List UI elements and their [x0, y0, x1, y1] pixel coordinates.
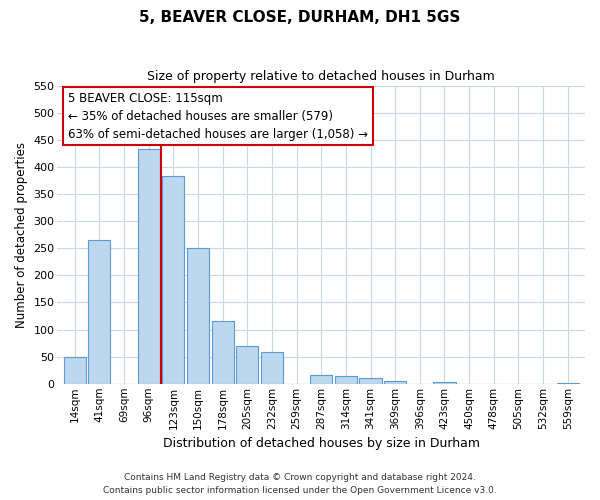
- Bar: [384, 380, 406, 384]
- Bar: [137, 149, 160, 384]
- Bar: [162, 176, 184, 384]
- Bar: [187, 248, 209, 384]
- Title: Size of property relative to detached houses in Durham: Size of property relative to detached ho…: [148, 70, 495, 83]
- Bar: [261, 352, 283, 384]
- Bar: [557, 383, 579, 384]
- Text: 5, BEAVER CLOSE, DURHAM, DH1 5GS: 5, BEAVER CLOSE, DURHAM, DH1 5GS: [139, 10, 461, 25]
- Text: Contains HM Land Registry data © Crown copyright and database right 2024.
Contai: Contains HM Land Registry data © Crown c…: [103, 474, 497, 495]
- Text: 5 BEAVER CLOSE: 115sqm
← 35% of detached houses are smaller (579)
63% of semi-de: 5 BEAVER CLOSE: 115sqm ← 35% of detached…: [68, 92, 368, 140]
- Bar: [310, 375, 332, 384]
- Bar: [433, 382, 455, 384]
- Bar: [236, 346, 259, 384]
- Bar: [64, 356, 86, 384]
- Bar: [359, 378, 382, 384]
- Bar: [212, 322, 234, 384]
- Bar: [335, 376, 357, 384]
- Y-axis label: Number of detached properties: Number of detached properties: [15, 142, 28, 328]
- X-axis label: Distribution of detached houses by size in Durham: Distribution of detached houses by size …: [163, 437, 480, 450]
- Bar: [88, 240, 110, 384]
